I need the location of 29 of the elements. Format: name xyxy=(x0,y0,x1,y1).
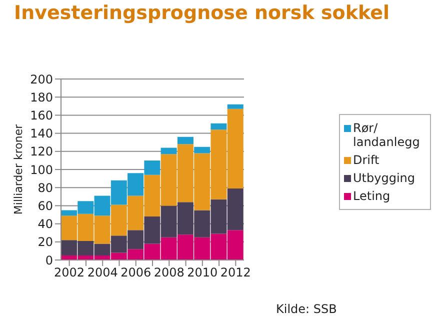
legend-label: Rør/ landanlegg xyxy=(353,120,421,148)
bar xyxy=(160,148,177,154)
y-tick-label: 20 xyxy=(38,235,53,250)
bar xyxy=(177,136,194,144)
legend-label: Utbygging xyxy=(353,170,415,184)
y-tick-label: 120 xyxy=(30,144,53,159)
x-tick-label: 2012 xyxy=(220,266,251,280)
x-tick-label: 2008 xyxy=(154,266,184,280)
x-tick-label: 2010 xyxy=(187,266,218,280)
x-tick-label: 2002 xyxy=(54,266,85,280)
bar xyxy=(210,123,227,130)
y-tick-label: 40 xyxy=(38,217,53,232)
text: Kilde: SSB xyxy=(276,302,337,316)
y-tick-label: 200 xyxy=(30,72,53,86)
x-tick-label: 2006 xyxy=(120,266,152,280)
y-tick-label: 160 xyxy=(30,108,53,122)
y-tick-label: 60 xyxy=(38,198,53,213)
x-tick-label: 2004 xyxy=(87,266,118,280)
legend-label: Leting xyxy=(353,188,390,202)
bar xyxy=(227,104,244,109)
legend-label: Drift xyxy=(353,152,380,166)
bar xyxy=(194,146,210,154)
y-tick-label: 140 xyxy=(30,126,53,141)
y-tick-label: 180 xyxy=(30,90,53,104)
chart-title: Investeringsprognose norsk sokkel xyxy=(14,2,390,24)
y-tick-label: 100 xyxy=(30,162,53,177)
y-tick-label: 80 xyxy=(38,180,53,195)
y-tick-label: 0 xyxy=(45,253,53,268)
y-axis-title: Milliarder kroner xyxy=(12,124,25,215)
